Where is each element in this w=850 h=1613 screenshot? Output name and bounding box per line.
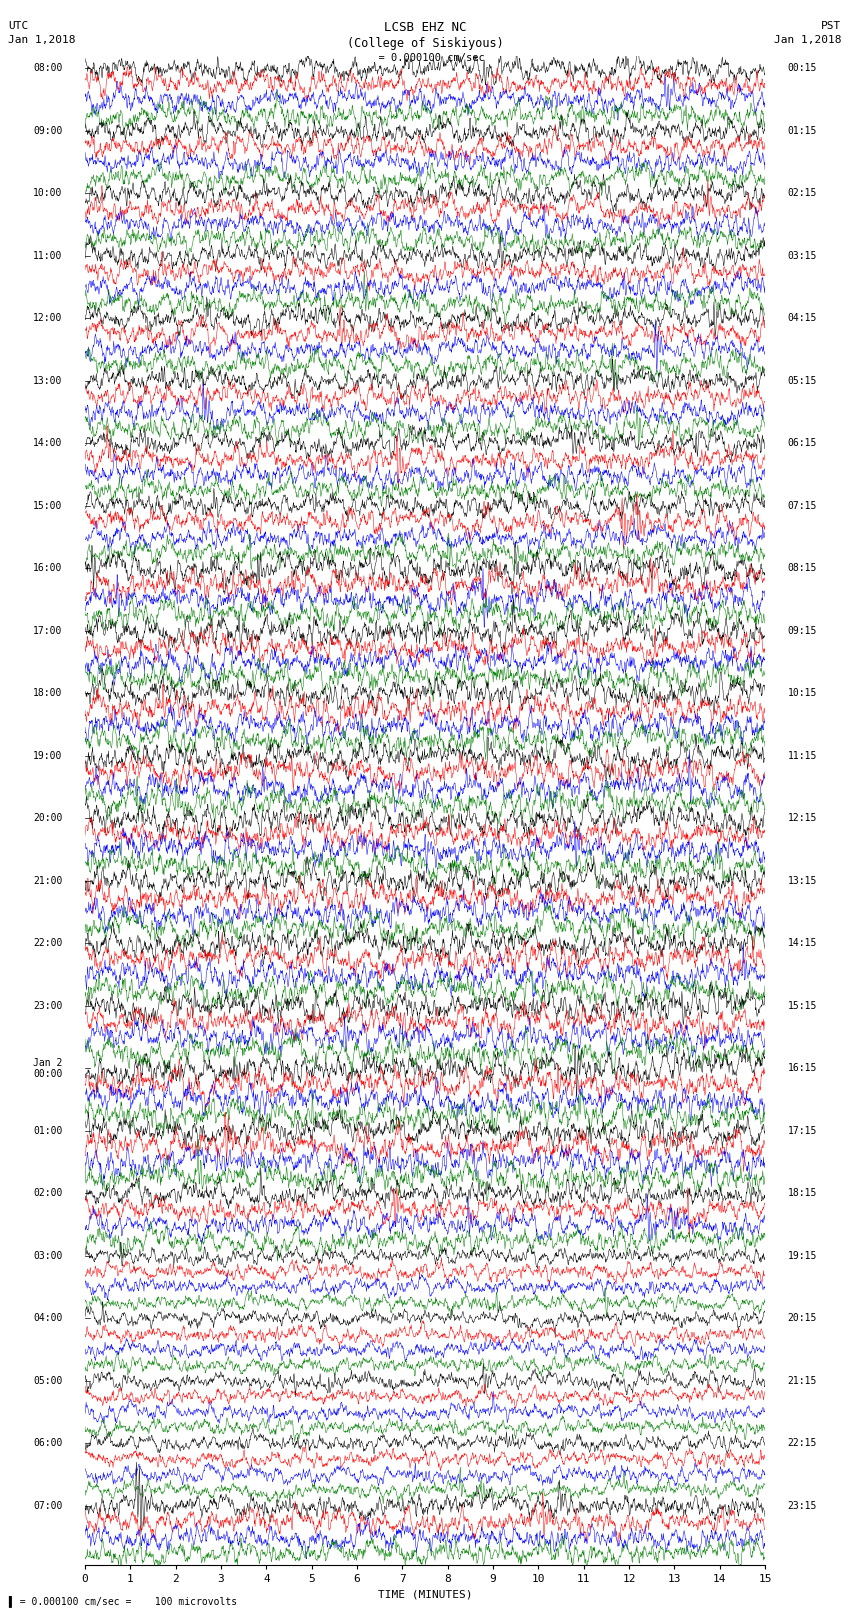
Text: 08:15: 08:15 [788,563,817,573]
Text: 23:00: 23:00 [33,1000,62,1011]
Text: 14:00: 14:00 [33,439,62,448]
Text: 15:00: 15:00 [33,502,62,511]
Text: 04:00: 04:00 [33,1313,62,1323]
Text: 21:00: 21:00 [33,876,62,886]
Text: Jan 1,2018: Jan 1,2018 [774,35,842,45]
Text: 20:15: 20:15 [788,1313,817,1323]
Text: 03:00: 03:00 [33,1250,62,1261]
Text: 22:15: 22:15 [788,1439,817,1448]
Text: PST: PST [821,21,842,31]
Text: 16:15: 16:15 [788,1063,817,1073]
Text: 02:00: 02:00 [33,1189,62,1198]
Text: UTC: UTC [8,21,29,31]
Text: 08:00: 08:00 [33,63,62,73]
Text: 01:00: 01:00 [33,1126,62,1136]
Text: 11:15: 11:15 [788,750,817,761]
Text: Jan 2
00:00: Jan 2 00:00 [33,1058,62,1079]
Text: 13:00: 13:00 [33,376,62,386]
Text: 19:00: 19:00 [33,750,62,761]
X-axis label: TIME (MINUTES): TIME (MINUTES) [377,1589,473,1598]
Text: 16:00: 16:00 [33,563,62,573]
Text: 18:15: 18:15 [788,1189,817,1198]
Text: = 0.000100 cm/sec: = 0.000100 cm/sec [366,53,484,63]
Text: 06:00: 06:00 [33,1439,62,1448]
Text: 00:15: 00:15 [788,63,817,73]
Text: 17:00: 17:00 [33,626,62,636]
Text: 17:15: 17:15 [788,1126,817,1136]
Text: 13:15: 13:15 [788,876,817,886]
Text: LCSB EHZ NC: LCSB EHZ NC [383,21,467,34]
Text: 20:00: 20:00 [33,813,62,823]
Text: 06:15: 06:15 [788,439,817,448]
Text: 15:15: 15:15 [788,1000,817,1011]
Text: 09:00: 09:00 [33,126,62,135]
Text: 02:15: 02:15 [788,189,817,198]
Text: 04:15: 04:15 [788,313,817,323]
Text: 05:15: 05:15 [788,376,817,386]
Text: 05:00: 05:00 [33,1376,62,1386]
Text: 03:15: 03:15 [788,252,817,261]
Text: 07:15: 07:15 [788,502,817,511]
Text: 23:15: 23:15 [788,1500,817,1511]
Text: 07:00: 07:00 [33,1500,62,1511]
Text: 19:15: 19:15 [788,1250,817,1261]
Text: Jan 1,2018: Jan 1,2018 [8,35,76,45]
Text: 12:00: 12:00 [33,313,62,323]
Text: 21:15: 21:15 [788,1376,817,1386]
Text: 14:15: 14:15 [788,939,817,948]
Text: 09:15: 09:15 [788,626,817,636]
Text: (College of Siskiyous): (College of Siskiyous) [347,37,503,50]
Text: ▌ = 0.000100 cm/sec =    100 microvolts: ▌ = 0.000100 cm/sec = 100 microvolts [8,1595,238,1607]
Text: 11:00: 11:00 [33,252,62,261]
Text: 12:15: 12:15 [788,813,817,823]
Text: 22:00: 22:00 [33,939,62,948]
Text: 01:15: 01:15 [788,126,817,135]
Text: 10:15: 10:15 [788,689,817,698]
Text: 18:00: 18:00 [33,689,62,698]
Text: 10:00: 10:00 [33,189,62,198]
